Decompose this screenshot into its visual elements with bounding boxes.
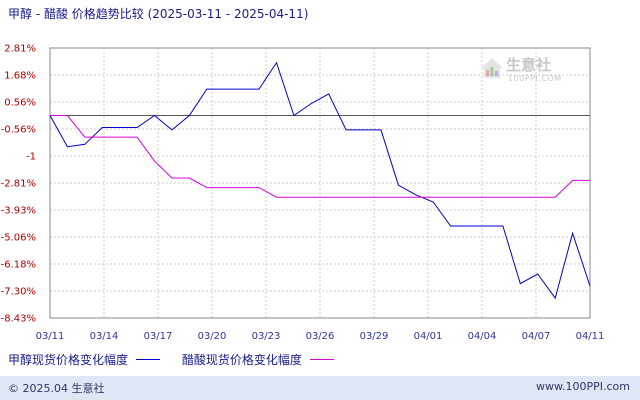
x-tick-label: 03/26 (306, 331, 335, 342)
footer-bar: © 2025.04 生意社 www.100PPI.com (0, 376, 640, 400)
chart-legend: 甲醇现货价格变化幅度 醋酸现货价格变化幅度 (8, 351, 352, 367)
watermark-name: 生意社 (506, 56, 552, 74)
y-tick-label: -7.30% (1, 287, 36, 298)
x-tick-label: 04/11 (576, 331, 605, 342)
chart-title: 甲醇 - 醋酸 价格趋势比较 (2025-03-11 - 2025-04-11) (8, 7, 309, 21)
legend-item-methanol: 甲醇现货价格变化幅度 (8, 351, 161, 368)
watermark-url: 100PPI.COM (508, 74, 562, 83)
y-tick-label: -3.93% (1, 206, 36, 217)
legend-swatch-acetic-acid (309, 359, 334, 360)
y-tick-label: -1 (26, 152, 36, 163)
y-tick-label: -2.81% (1, 179, 36, 190)
x-tick-label: 03/17 (144, 331, 173, 342)
y-tick-label: -5.06% (1, 233, 36, 244)
series-line-methanol (49, 61, 591, 300)
x-tick-label: 04/07 (522, 331, 551, 342)
legend-label-acetic-acid: 醋酸现货价格变化幅度 (181, 353, 302, 367)
legend-label-methanol: 甲醇现货价格变化幅度 (8, 353, 129, 367)
x-tick-label: 03/14 (90, 331, 119, 342)
x-tick-label: 04/01 (414, 331, 443, 342)
house-logo-icon (481, 58, 503, 78)
x-tick-label: 03/29 (360, 331, 389, 342)
footer-copyright: © 2025.04 生意社 (8, 382, 105, 395)
y-tick-label: -6.18% (1, 260, 36, 271)
x-tick-label: 04/04 (468, 331, 497, 342)
y-tick-label: 2.81% (4, 44, 36, 55)
watermark-logo: 生意社 100PPI.COM (480, 54, 580, 90)
series-line-acetic-acid (50, 115, 590, 198)
x-tick-label: 03/11 (36, 331, 65, 342)
x-tick-label: 03/23 (252, 331, 281, 342)
y-tick-label: 0.56% (4, 98, 36, 109)
y-tick-label: -0.56% (1, 125, 36, 136)
y-tick-label: 1.68% (4, 71, 36, 82)
footer-site-link[interactable]: www.100PPI.com (536, 380, 630, 393)
y-tick-label: -8.43% (1, 314, 36, 325)
legend-item-acetic-acid: 醋酸现货价格变化幅度 (182, 351, 334, 368)
legend-swatch-methanol (136, 359, 161, 360)
plot-border (49, 47, 591, 319)
x-tick-label: 03/20 (198, 331, 227, 342)
